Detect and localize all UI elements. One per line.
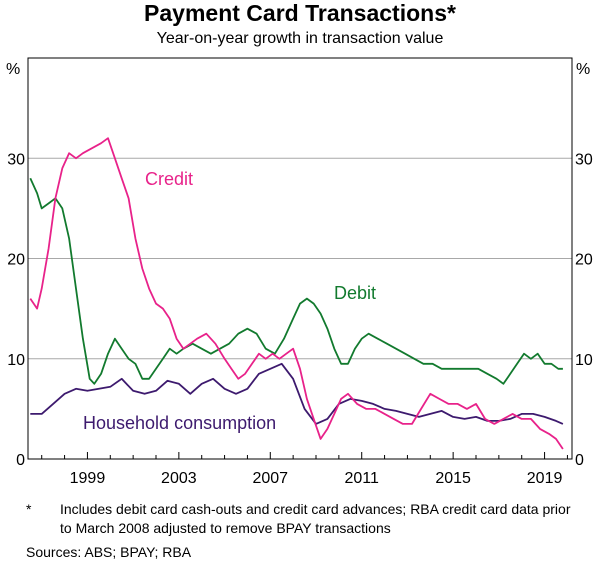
series-label-debit: Debit [334, 283, 376, 303]
grid-layer [28, 157, 572, 360]
chart-subtitle: Year-on-year growth in transaction value [156, 30, 444, 47]
x-tick-label: 2015 [435, 470, 471, 487]
series-label-household: Household consumption [83, 413, 276, 433]
chart-title: Payment Card Transactions* [144, 0, 456, 26]
x-tick-label: 2007 [252, 470, 288, 487]
sources: Sources: ABS; BPAY; RBA [26, 544, 192, 560]
footnote-marker: * [26, 501, 32, 517]
tick-layer [41, 452, 568, 459]
series-line-debit [29, 177, 563, 385]
x-tick-label: 1999 [70, 470, 106, 487]
label-layer: 0 0 10 10 20 20 30 30% % 1999 2003 2007 2011 2015 2019… [6, 61, 593, 487]
footnote-text: Includes debit card cash-outs and credit… [60, 501, 571, 536]
plot-frame [27, 57, 573, 460]
series-layer [29, 137, 564, 450]
series-label-credit: Credit [145, 169, 193, 189]
y-tick-label-left: 20 [7, 252, 25, 269]
x-tick-label: 2019 [527, 470, 563, 487]
y-tick-label-right: 0 [575, 452, 584, 469]
series-line-household [30, 362, 564, 425]
series-line-credit [29, 137, 564, 450]
y-tick-label-left: 0 [16, 452, 25, 469]
y-tick-label-right: 30 [575, 151, 593, 168]
chart: 0 0 10 10 20 20 30 30% % 1999 2003 2007 2011 2015 2019… [6, 57, 593, 487]
y-unit-right: % [576, 61, 590, 78]
y-tick-label-left: 30 [7, 151, 25, 168]
y-unit-left: % [6, 61, 20, 78]
y-tick-label-left: 10 [7, 352, 25, 369]
x-tick-label: 2011 [345, 470, 380, 487]
y-tick-label-right: 10 [575, 352, 593, 369]
y-tick-label-right: 20 [575, 252, 593, 269]
x-tick-label: 2003 [161, 470, 197, 487]
